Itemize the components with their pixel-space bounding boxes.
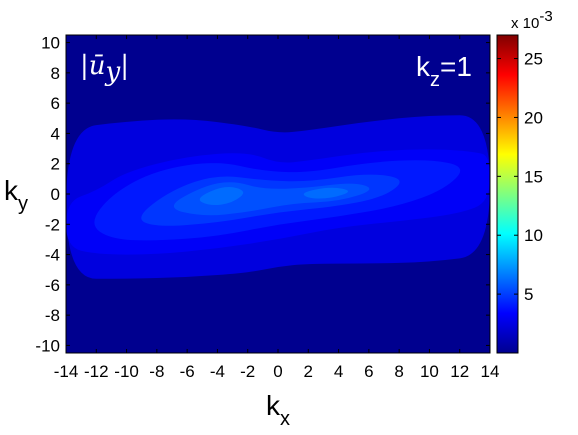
y-tick-label: -4 <box>45 246 60 265</box>
y-tick-label: 2 <box>51 155 60 174</box>
contour-layers <box>66 115 490 279</box>
y-tick-label: 8 <box>51 64 60 83</box>
x-tick-label: -6 <box>180 362 195 381</box>
colorbar-tick-label: 25 <box>524 50 543 69</box>
x-tick-label: -12 <box>84 362 109 381</box>
y-tick-label: -10 <box>35 336 60 355</box>
y-tick-label: -8 <box>45 306 60 325</box>
y-tick-label: -6 <box>45 276 60 295</box>
y-tick-label: 6 <box>51 94 60 113</box>
x-tick-label: 6 <box>364 362 373 381</box>
x-tick-label: -10 <box>114 362 139 381</box>
x-axis-ticks: -14 -12 -10 -8 -6 -4 -2 0 2 4 6 8 10 12 14 <box>54 35 500 381</box>
contour-level-7 <box>303 187 349 199</box>
x-tick-label: 0 <box>273 362 282 381</box>
x-tick-label: 8 <box>394 362 403 381</box>
colorbar-tick-label: 5 <box>524 285 533 304</box>
contour-level-6 <box>199 187 244 206</box>
x-tick-label: 2 <box>304 362 313 381</box>
field-annotation: |ūy| <box>80 51 129 87</box>
x-tick-label: -14 <box>54 362 79 381</box>
x-tick-label: -4 <box>210 362 225 381</box>
y-axis-ticks: -10 -8 -6 -4 -2 0 2 4 6 8 10 <box>35 34 490 355</box>
heatmap-plot: -14 -12 -10 -8 -6 -4 -2 0 2 4 6 8 10 12 14 -10 -8 -6 -4 -2… <box>4 34 499 430</box>
kz-annotation: kz=1 <box>416 51 472 91</box>
colorbar-ticks: 5 10 15 20 25 <box>497 50 543 304</box>
y-tick-label: 10 <box>41 34 60 53</box>
colorbar-exponent: x 10-3 <box>511 8 553 32</box>
y-tick-label: 4 <box>51 124 60 143</box>
y-tick-label: -2 <box>45 215 60 234</box>
colorbar: 5 10 15 20 25 x 10-3 <box>496 8 553 354</box>
colorbar-tick-label: 15 <box>524 167 543 186</box>
colorbar-tick-label: 20 <box>524 108 543 127</box>
x-tick-label: 14 <box>481 362 500 381</box>
y-axis-label: ky <box>4 175 28 215</box>
colorbar-gradient <box>496 34 519 354</box>
x-tick-label: -2 <box>240 362 255 381</box>
x-tick-label: -8 <box>149 362 164 381</box>
x-axis-label: kx <box>266 390 290 430</box>
x-tick-label: 10 <box>420 362 439 381</box>
colorbar-tick-label: 10 <box>524 226 543 245</box>
x-tick-label: 12 <box>450 362 469 381</box>
y-tick-label: 0 <box>51 185 60 204</box>
x-tick-label: 4 <box>334 362 343 381</box>
